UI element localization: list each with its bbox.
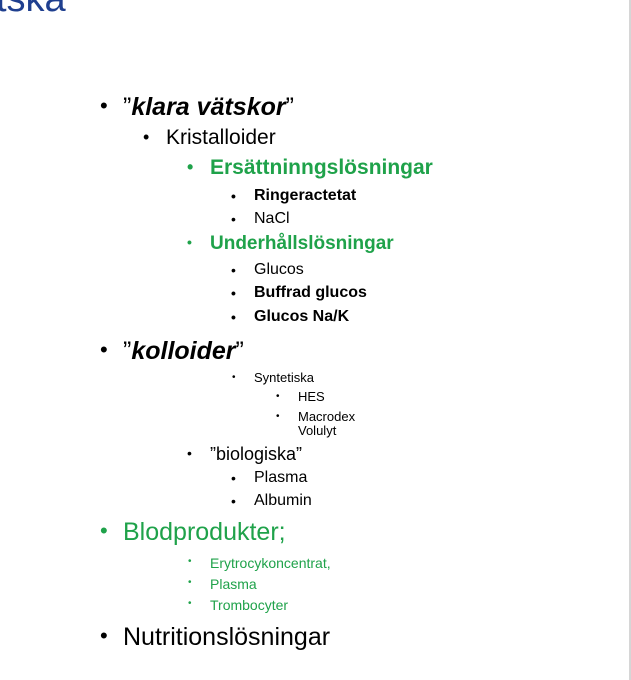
bullet-ringeractetat: • Ringeractetat	[231, 187, 356, 205]
bullet-text: HES	[298, 389, 325, 404]
bullet-text: Underhållslösningar	[210, 233, 394, 254]
bullet-dot: •	[276, 411, 280, 422]
close-quote: ”	[235, 337, 244, 365]
bullet-biologiska: • ”biologiska”	[187, 444, 302, 465]
bullet-text: Trombocyter	[210, 597, 289, 613]
bullet-dot: •	[187, 234, 192, 250]
bullet-text: Buffrad glucos	[254, 284, 367, 301]
bullet-text: Syntetiska	[254, 370, 314, 385]
bullet-dot: •	[188, 598, 192, 609]
bullet-dot: •	[187, 157, 194, 177]
bullet-text: Glucos	[254, 261, 304, 278]
bullet-text: Blodprodukter;	[123, 518, 286, 546]
bullet-erytrocykoncentrat: • Erytrocykoncentrat,	[188, 555, 331, 571]
bullet-text: Glucos Na/K	[254, 308, 350, 325]
bullet-kolloider: • ”kolloider”	[100, 337, 244, 366]
bullet-text: Ersättninngslösningar	[210, 156, 433, 179]
bullet-dot: •	[187, 445, 192, 461]
bullet-text: kolloider	[131, 337, 236, 365]
bullet-text: ”biologiska”	[210, 444, 303, 464]
bullet-text: NaCl	[254, 210, 290, 227]
bullet-dot: •	[231, 470, 236, 486]
bullet-dot: •	[188, 556, 192, 567]
bullet-dot: •	[231, 262, 236, 278]
bullet-text: Nutritionslösningar	[123, 623, 331, 651]
bullet-macrodex-volulyt: • Macrodex Volulyt	[276, 410, 355, 439]
bullet-text: Macrodex Volulyt	[298, 409, 356, 438]
bullet-plasma-blood: • Plasma	[188, 576, 257, 592]
open-quote: ”	[123, 337, 132, 365]
bullet-text: Plasma	[210, 576, 257, 592]
bullet-underhallslosningar: • Underhållslösningar	[187, 233, 394, 255]
bullet-text: Erytrocykoncentrat,	[210, 555, 331, 571]
bullet-dot: •	[100, 93, 108, 118]
bullet-plasma: • Plasma	[231, 469, 307, 487]
bullet-blodprodukter: • Blodprodukter;	[100, 518, 286, 547]
open-quote: ”	[123, 93, 132, 121]
bullet-dot: •	[100, 337, 108, 362]
bullet-text: Plasma	[254, 469, 308, 486]
bullet-dot: •	[231, 285, 236, 301]
bullet-text: Kristalloider	[166, 126, 276, 149]
bullet-dot: •	[276, 391, 280, 402]
bullet-dot: •	[100, 518, 108, 543]
bullet-nutritionslosningar: • Nutritionslösningar	[100, 623, 330, 652]
bullet-dot: •	[231, 309, 236, 325]
bullet-text: klara vätskor	[131, 93, 286, 121]
bullet-trombocyter: • Trombocyter	[188, 597, 288, 613]
slide-title-fragment: tska	[0, 0, 66, 21]
bullet-text: Albumin	[254, 492, 312, 509]
bullet-klara-vatskor: • ”klara vätskor”	[100, 93, 294, 122]
bullet-dot: •	[188, 577, 192, 588]
bullet-glucos-na-k: • Glucos Na/K	[231, 308, 349, 326]
bullet-dot: •	[100, 623, 108, 648]
bullet-ersattningslosningar: • Ersättninngslösningar	[187, 156, 433, 180]
bullet-dot: •	[143, 127, 150, 147]
bullet-dot: •	[232, 372, 236, 383]
slide-edge-divider	[629, 0, 631, 680]
bullet-kristalloider: • Kristalloider	[143, 126, 276, 150]
bullet-syntetiska: • Syntetiska	[232, 370, 314, 386]
bullet-dot: •	[231, 211, 236, 227]
bullet-nacl: • NaCl	[231, 210, 290, 228]
bullet-glucos: • Glucos	[231, 261, 304, 279]
bullet-dot: •	[231, 493, 236, 509]
bullet-dot: •	[231, 188, 236, 204]
close-quote: ”	[285, 93, 294, 121]
bullet-text: Ringeractetat	[254, 187, 357, 204]
bullet-albumin: • Albumin	[231, 492, 312, 510]
bullet-hes: • HES	[276, 389, 325, 405]
bullet-buffrad-glucos: • Buffrad glucos	[231, 284, 367, 302]
